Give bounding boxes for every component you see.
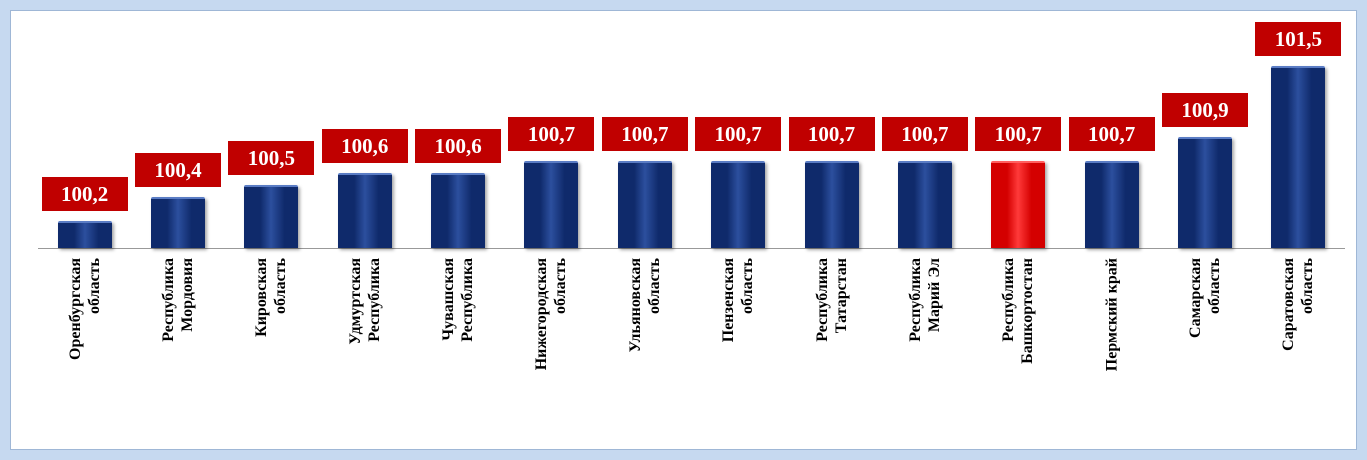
- x-tick-label: Кировская область: [253, 258, 290, 337]
- x-tick-label: Самарская область: [1186, 258, 1223, 338]
- x-tick-label: Удмуртская Республика: [346, 258, 383, 345]
- x-axis: [38, 248, 1345, 249]
- bar: [991, 161, 1046, 248]
- bar: [617, 161, 672, 248]
- value-label: 100,6: [321, 129, 408, 164]
- x-tick-label: Республика Мордовия: [160, 258, 197, 342]
- x-tick-label: Нижегородская область: [533, 258, 570, 371]
- x-tick-label: Пензенская область: [720, 258, 757, 343]
- x-tick-label: Республика Татарстан: [813, 258, 850, 342]
- bar: [524, 161, 579, 248]
- value-label: 100,7: [508, 117, 595, 152]
- bar: [804, 161, 859, 248]
- x-tick-label: Республика Башкортостан: [1000, 258, 1037, 364]
- value-label: 100,7: [975, 117, 1062, 152]
- bar: [431, 173, 486, 248]
- x-tick-label: Республика Марий Эл: [906, 258, 943, 342]
- bar: [1084, 161, 1139, 248]
- bar: [1271, 66, 1326, 248]
- bar: [711, 161, 766, 248]
- bar: [897, 161, 952, 248]
- bar: [337, 173, 392, 248]
- value-label: 100,7: [601, 117, 688, 152]
- bar: [151, 196, 206, 248]
- value-label: 100,7: [788, 117, 875, 152]
- x-tick-label: Чувашская Республика: [440, 258, 477, 342]
- value-label: 100,7: [695, 117, 782, 152]
- value-label: 100,9: [1161, 93, 1248, 128]
- value-label: 100,2: [41, 176, 128, 211]
- bar: [244, 184, 299, 248]
- value-label: 100,7: [1068, 117, 1155, 152]
- x-tick-label: Саратовская область: [1280, 258, 1317, 351]
- x-tick-label: Пермский край: [1103, 258, 1121, 372]
- value-label: 100,5: [228, 140, 315, 175]
- value-label: 100,6: [415, 129, 502, 164]
- x-tick-label: Оренбургская область: [66, 258, 103, 360]
- x-tick-label: Ульяновская область: [626, 258, 663, 353]
- value-label: 101,5: [1255, 22, 1342, 56]
- value-label: 100,7: [881, 117, 968, 152]
- value-label: 100,4: [135, 152, 222, 187]
- bar: [57, 220, 112, 248]
- bar: [1177, 137, 1232, 248]
